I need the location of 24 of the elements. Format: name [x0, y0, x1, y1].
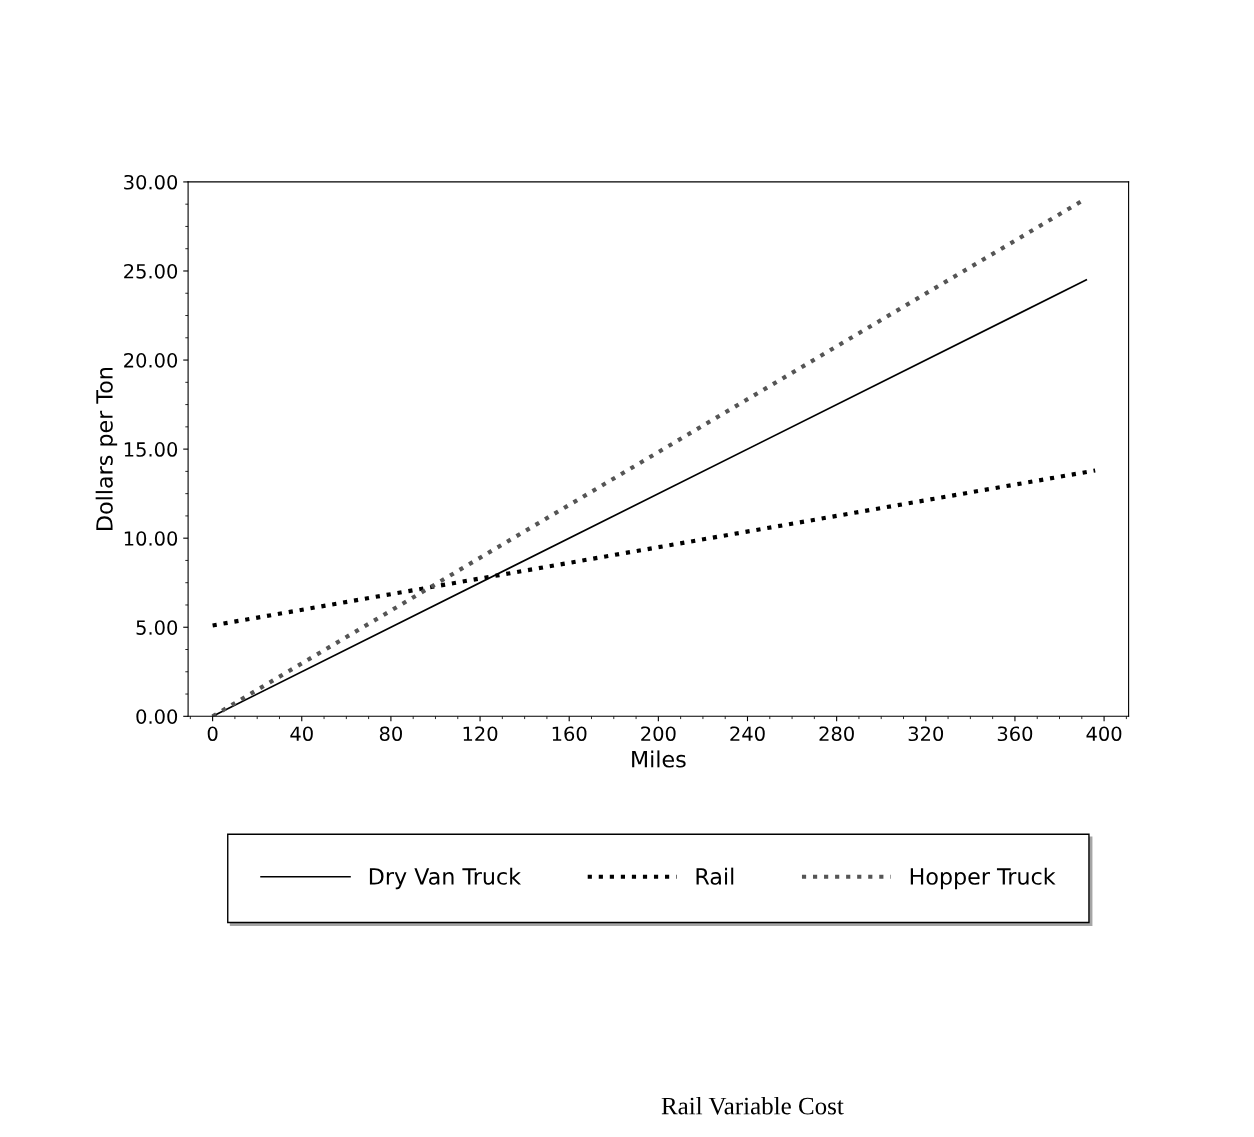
y-tick-label: 20.00 — [124, 353, 178, 368]
y-axis-title: Dollars per Ton — [95, 368, 118, 530]
x-tick-label: 40 — [290, 726, 313, 742]
x-tick-label: 280 — [819, 726, 854, 742]
x-tick-label: 120 — [463, 726, 498, 742]
y-tick-label: 15.00 — [124, 442, 178, 457]
x-tick-label: 0 — [207, 726, 218, 742]
legend-label: Rail — [696, 867, 734, 885]
y-tick-label: 30.00 — [124, 174, 178, 190]
y-tick-label: 10.00 — [124, 531, 178, 546]
y-tick-label: 0.00 — [136, 709, 178, 724]
x-tick-label: 200 — [641, 726, 676, 742]
legend-label: Dry Van Truck — [369, 867, 521, 890]
x-tick-label: 400 — [1086, 726, 1122, 742]
x-axis-title: Miles — [632, 750, 686, 768]
y-tick-label: 5.00 — [136, 620, 178, 635]
y-tick-label: 25.00 — [124, 263, 178, 279]
x-tick-label: 80 — [379, 726, 402, 742]
x-tick-label: 320 — [908, 726, 944, 742]
x-tick-label: 160 — [552, 726, 587, 742]
legend-label: Hopper Truck — [910, 867, 1056, 890]
text: Rail Variable Cost — [661, 1096, 844, 1115]
x-tick-label: 240 — [730, 726, 765, 742]
x-tick-label: 360 — [997, 726, 1033, 742]
